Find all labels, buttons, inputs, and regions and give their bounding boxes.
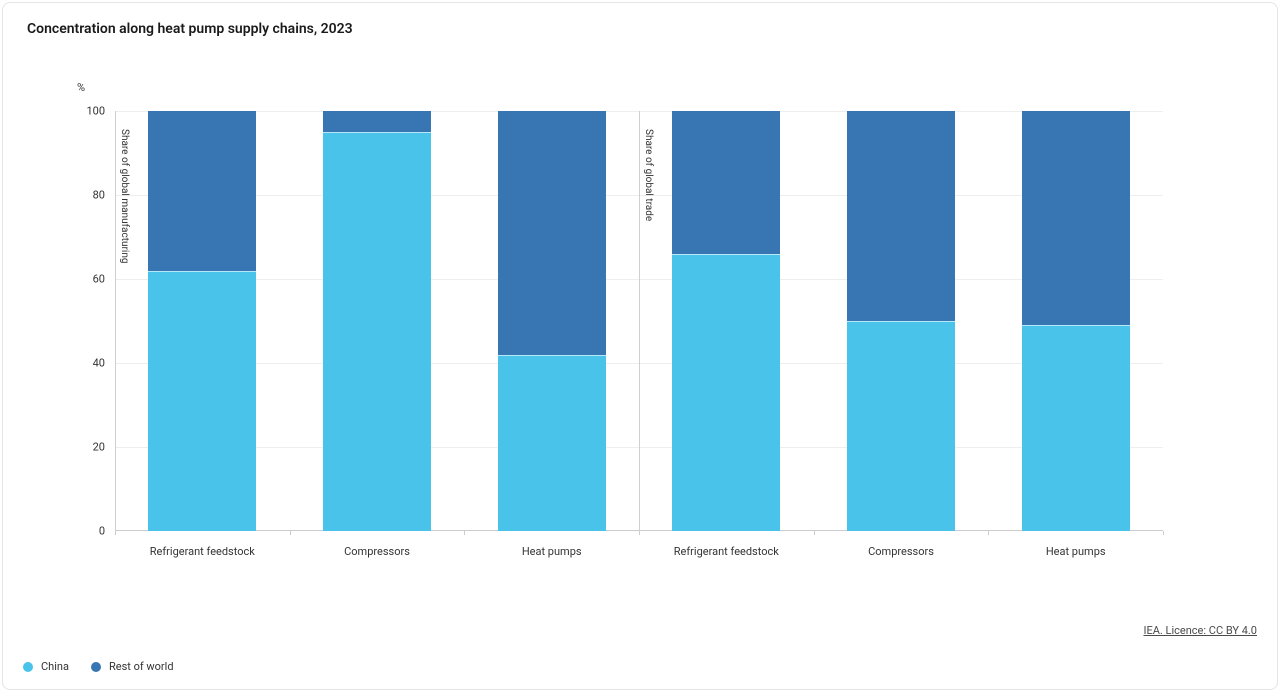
y-tick-label: 100 (86, 105, 105, 118)
legend-item-china[interactable]: China (23, 660, 69, 673)
y-unit-label: % (77, 81, 85, 94)
legend-label-rest: Rest of world (109, 660, 174, 673)
x-tick (988, 531, 989, 535)
bar[interactable] (847, 111, 955, 531)
bar[interactable] (672, 111, 780, 531)
legend-item-rest[interactable]: Rest of world (91, 660, 174, 673)
y-tick-label: 40 (93, 357, 105, 370)
x-category-label: Compressors (344, 545, 410, 558)
bar-segment-rest[interactable] (148, 111, 256, 271)
bar-segment-china[interactable] (323, 132, 431, 531)
bar[interactable] (148, 111, 256, 531)
bar-segment-rest[interactable] (847, 111, 955, 321)
group-separator (115, 111, 116, 531)
bar-segment-rest[interactable] (672, 111, 780, 254)
x-category-label: Refrigerant feedstock (150, 545, 255, 558)
x-category-label: Compressors (868, 545, 934, 558)
legend-swatch-rest (91, 662, 101, 672)
group-caption: Share of global manufacturing (119, 129, 130, 263)
bar-segment-rest[interactable] (323, 111, 431, 132)
bar[interactable] (498, 111, 606, 531)
y-tick-label: 60 (93, 273, 105, 286)
bar-segment-china[interactable] (498, 355, 606, 531)
x-category-label: Heat pumps (522, 545, 582, 558)
bar[interactable] (323, 111, 431, 531)
x-tick (115, 531, 116, 535)
legend-label-china: China (41, 660, 69, 673)
bar-segment-china[interactable] (1022, 325, 1130, 531)
legend: China Rest of world (23, 660, 174, 673)
chart-title: Concentration along heat pump supply cha… (27, 21, 353, 37)
group-caption: Share of global trade (643, 129, 654, 221)
licence-link[interactable]: IEA. Licence: CC BY 4.0 (1143, 624, 1257, 637)
chart-card: Concentration along heat pump supply cha… (2, 2, 1278, 690)
bar-segment-rest[interactable] (1022, 111, 1130, 325)
y-tick-label: 20 (93, 441, 105, 454)
bar-segment-china[interactable] (672, 254, 780, 531)
legend-swatch-china (23, 662, 33, 672)
bar-segment-china[interactable] (148, 271, 256, 531)
x-category-label: Refrigerant feedstock (674, 545, 779, 558)
bar[interactable] (1022, 111, 1130, 531)
x-tick (290, 531, 291, 535)
x-tick (1163, 531, 1164, 535)
x-tick (464, 531, 465, 535)
y-tick-label: 80 (93, 189, 105, 202)
plot-area: 020406080100Share of global manufacturin… (115, 111, 1163, 531)
bar-segment-china[interactable] (847, 321, 955, 531)
y-tick-label: 0 (99, 525, 105, 538)
x-tick (814, 531, 815, 535)
group-separator (639, 111, 640, 531)
x-tick (639, 531, 640, 535)
bar-segment-rest[interactable] (498, 111, 606, 355)
x-category-label: Heat pumps (1046, 545, 1106, 558)
